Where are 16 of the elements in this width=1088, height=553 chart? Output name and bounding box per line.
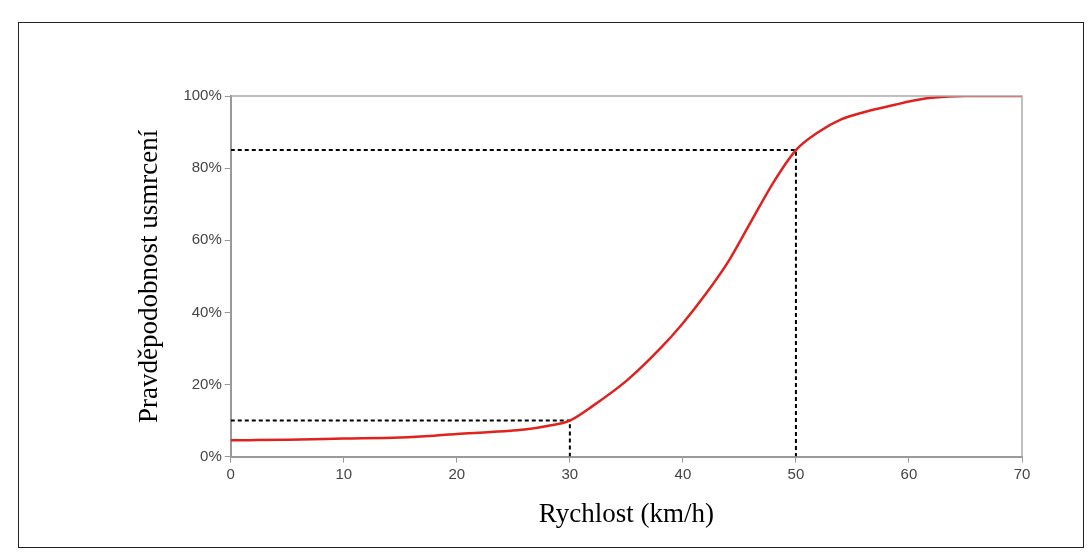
x-tick-label: 30	[561, 464, 579, 482]
x-tick-label: 20	[448, 464, 466, 482]
x-tick-label: 70	[1013, 464, 1031, 482]
x-tick-label: 60	[900, 464, 918, 482]
x-tick-label: 50	[787, 464, 805, 482]
x-tick-label: 0	[226, 464, 235, 482]
y-tick-label: 60%	[191, 230, 222, 248]
y-tick-label: 40%	[191, 302, 222, 320]
y-tick-label: 0%	[200, 446, 222, 464]
x-tick-label: 40	[674, 464, 692, 482]
y-axis-title: Pravděpodobnost usmrcení	[133, 129, 164, 423]
y-tick-label: 20%	[191, 374, 222, 392]
y-tick-label: 100%	[183, 86, 222, 104]
y-tick-label: 80%	[191, 158, 222, 176]
x-axis-title: Rychlost (km/h)	[538, 497, 714, 528]
x-tick-label: 10	[335, 464, 353, 482]
